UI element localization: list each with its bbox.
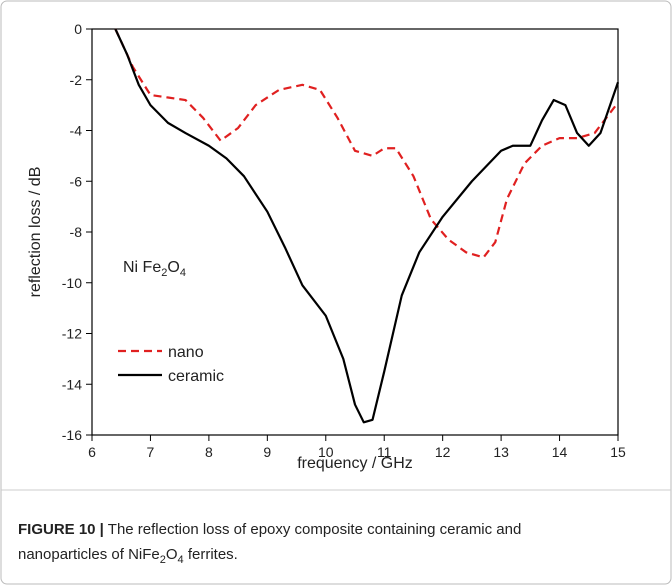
y-tick-label: -8	[70, 224, 83, 240]
y-tick-label: -12	[62, 326, 82, 342]
x-tick-label: 9	[263, 444, 271, 460]
x-axis-label: frequency / GHz	[297, 455, 413, 472]
y-tick-label: -2	[70, 72, 83, 88]
x-tick-label: 10	[318, 444, 334, 460]
caption-line: FIGURE 10 | The reflection loss of epoxy…	[18, 521, 521, 538]
line-series	[114, 28, 619, 259]
line-series	[114, 28, 620, 424]
y-tick-label: -16	[62, 427, 82, 443]
x-tick-label: 15	[610, 444, 626, 460]
x-tick-label: 6	[88, 444, 96, 460]
y-tick-label: -4	[70, 123, 83, 139]
y-tick-label: 0	[74, 21, 82, 37]
x-tick-label: 14	[552, 444, 568, 460]
legend-label: nano	[168, 344, 204, 361]
y-tick-label: -14	[62, 376, 82, 392]
legend-label: ceramic	[168, 368, 224, 385]
caption-line: nanoparticles of NiFe2O4 ferrites.	[18, 546, 238, 566]
x-tick-label: 12	[435, 444, 451, 460]
y-axis-label: reflection loss / dB	[27, 167, 44, 298]
x-tick-label: 8	[205, 444, 213, 460]
y-tick-label: -10	[62, 275, 82, 291]
x-tick-label: 11	[377, 444, 392, 460]
x-tick-label: 13	[493, 444, 509, 460]
annotation: Ni Fe2O4	[123, 259, 186, 279]
x-tick-label: 7	[147, 444, 155, 460]
y-tick-label: -6	[70, 173, 83, 189]
